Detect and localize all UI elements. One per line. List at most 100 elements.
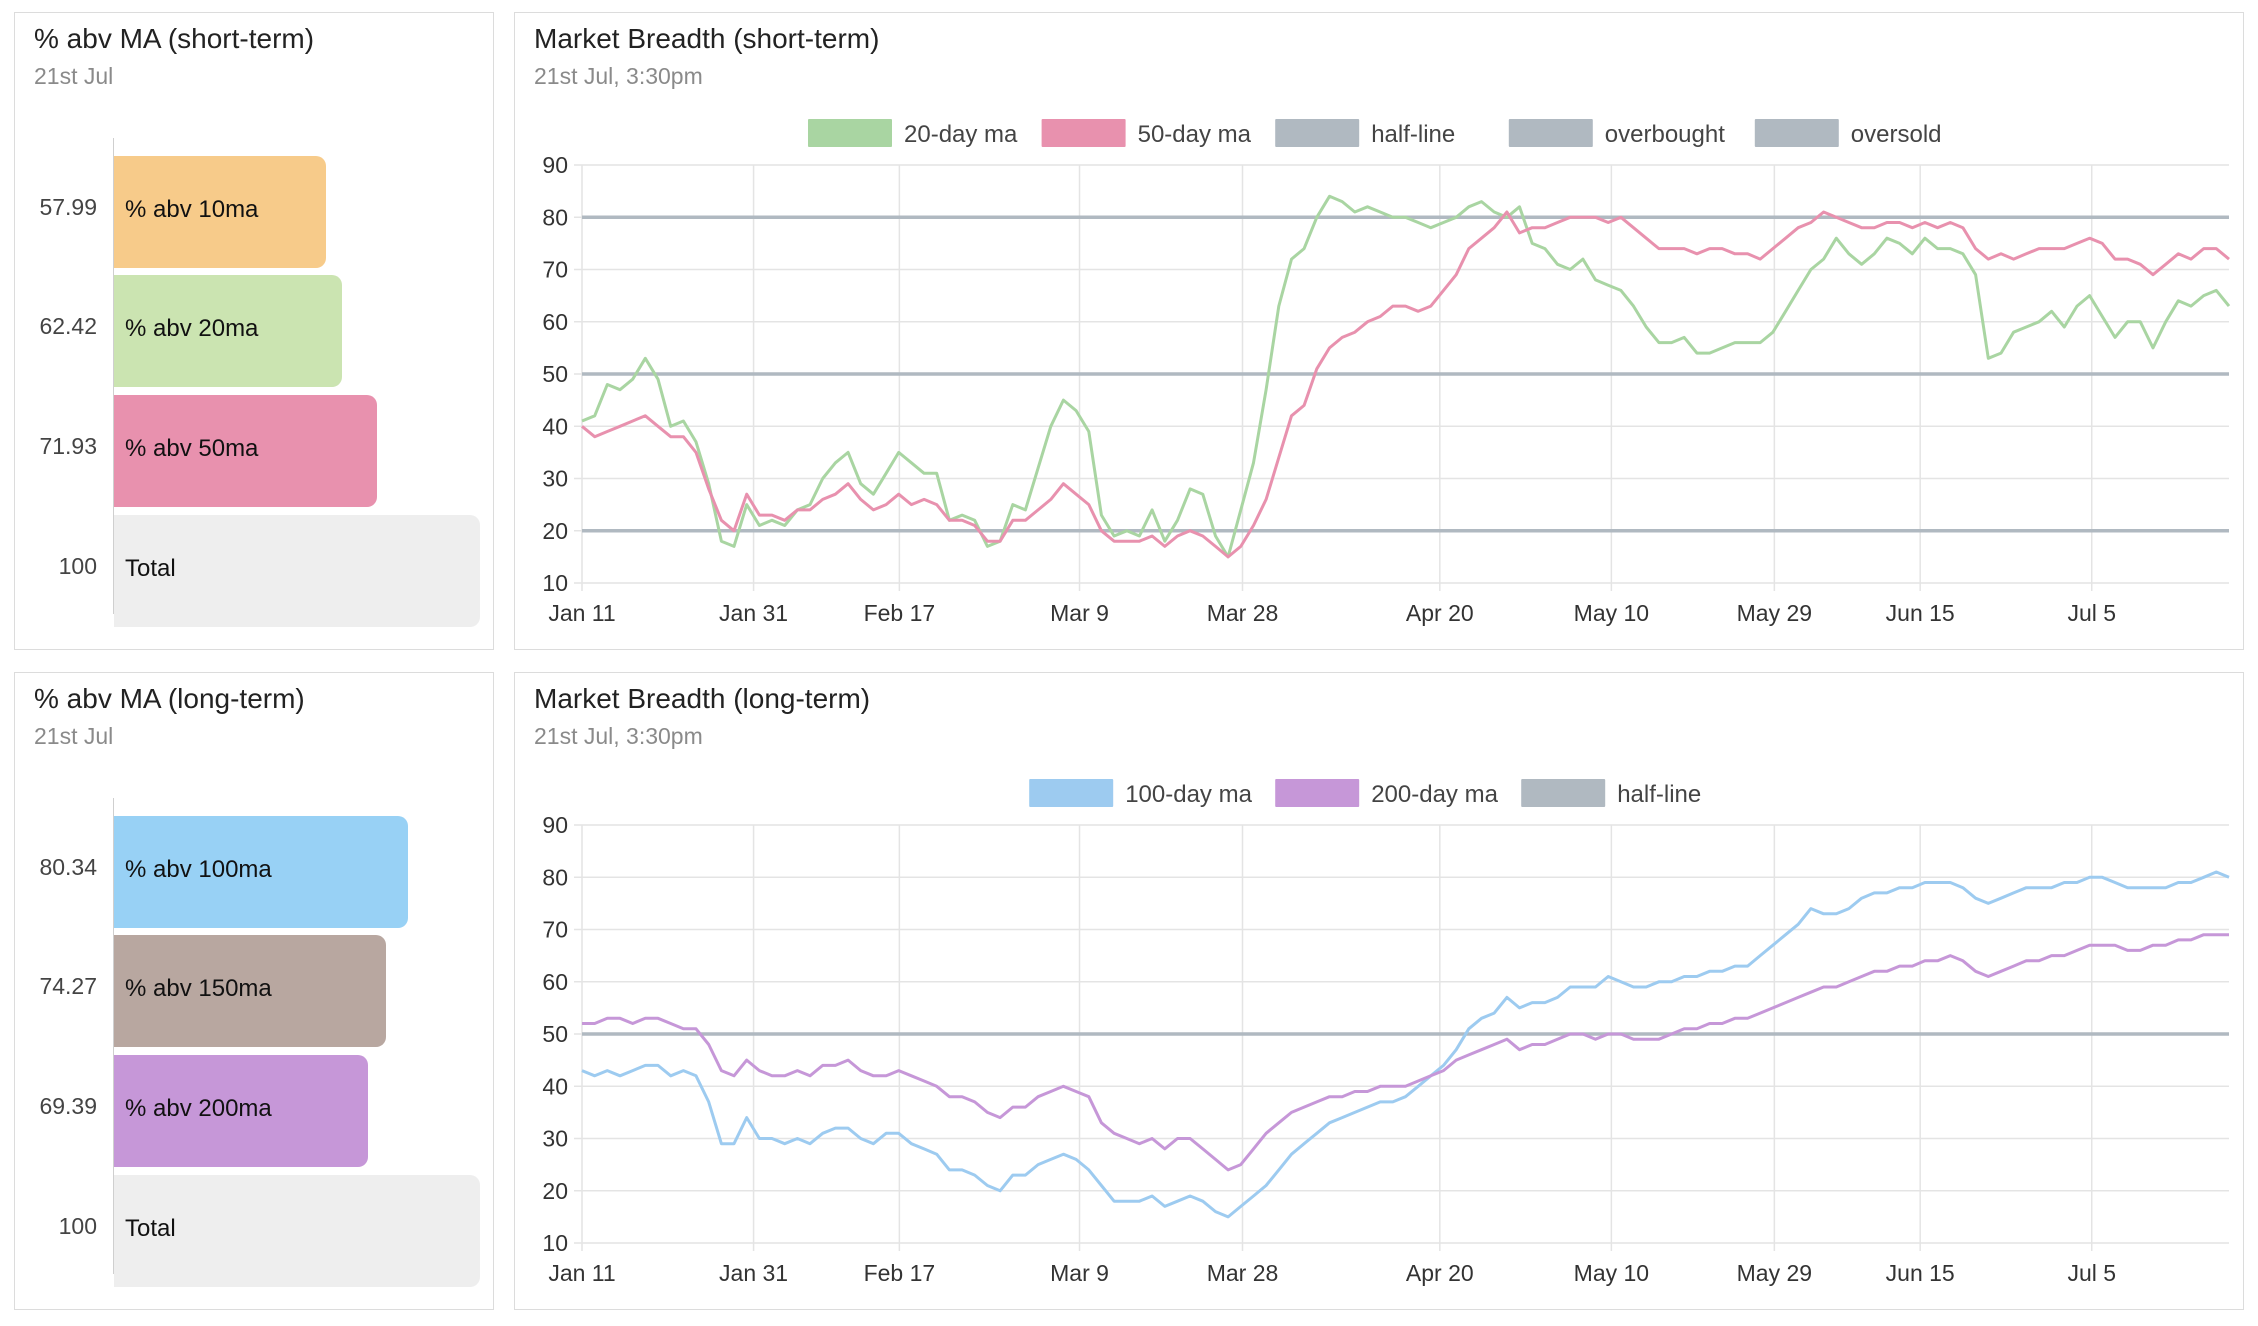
legend-swatch — [1754, 119, 1839, 147]
y-tick-label: 60 — [542, 309, 568, 335]
hbar-chart: 57.99 % abv 10ma 62.42 % abv 20ma 71.93 … — [15, 138, 493, 628]
panel-title: Market Breadth (long-term) — [534, 683, 871, 714]
legend-label: half-line — [1371, 121, 1455, 148]
legend-item: 200-day ma — [1275, 779, 1499, 808]
hbar-axis — [113, 138, 114, 614]
x-tick-label: Mar 9 — [1050, 1260, 1109, 1286]
x-tick-label: Mar 28 — [1207, 600, 1279, 626]
legend-swatch — [1029, 779, 1114, 807]
hbar-row: 57.99 % abv 10ma — [15, 156, 493, 268]
hbar-value: 100 — [58, 1213, 97, 1239]
breadth-long-chart: Jan 11 Jan 31 Feb 17 Mar 9 Mar 28 Apr 20 May 1… — [542, 779, 2230, 1286]
hbar-row: 100 Total — [15, 1175, 493, 1287]
series-line — [582, 933, 2229, 1172]
hbar-row: 69.39 % abv 200ma — [15, 1055, 493, 1167]
breadth-short-chart: Jan 11 Jan 31 Feb 17 Mar 9 Mar 28 Apr 20 May 1… — [542, 119, 2231, 626]
legend-swatch — [1275, 119, 1360, 147]
y-tick-label: 50 — [542, 361, 568, 387]
y-tick-label: 80 — [542, 864, 568, 890]
hbar-chart: 80.34 % abv 100ma 74.27 % abv 150ma 69.3… — [15, 798, 493, 1288]
legend-item: oversold — [1754, 119, 1942, 148]
series-line — [581, 194, 2231, 559]
y-tick-label: 30 — [542, 466, 568, 492]
hbar-value: 80.34 — [39, 854, 97, 880]
x-tick-label: Jan 11 — [548, 600, 615, 626]
hbar[interactable]: % abv 100ma — [114, 816, 409, 928]
x-tick-label: May 10 — [1574, 600, 1649, 626]
legend-item: half-line — [1521, 779, 1701, 808]
legend-label: 20-day ma — [904, 121, 1018, 148]
x-tick-label: Mar 28 — [1207, 1260, 1279, 1286]
hbar-label: % abv 20ma — [125, 315, 259, 342]
x-tick-label: Jan 31 — [719, 600, 788, 626]
hbar[interactable]: % abv 20ma — [114, 275, 343, 387]
y-tick-label: 40 — [542, 413, 568, 439]
y-tick-label: 90 — [542, 152, 568, 178]
y-tick-label: 70 — [542, 917, 568, 943]
y-tick-label: 10 — [542, 1230, 568, 1256]
series-line — [581, 210, 2230, 559]
legend-swatch — [808, 119, 892, 147]
legend-label: oversold — [1851, 121, 1942, 148]
legend-swatch — [1521, 779, 1606, 807]
hbar-label: % abv 150ma — [125, 975, 272, 1002]
legend-label: half-line — [1617, 781, 1701, 808]
panel-subtitle: 21st Jul, 3:30pm — [534, 63, 703, 89]
hbar[interactable]: % abv 150ma — [114, 935, 386, 1047]
legend-item: 20-day ma — [808, 119, 1018, 148]
hbar-value: 69.39 — [39, 1093, 97, 1119]
panel-title: % abv MA (short-term) — [34, 23, 315, 54]
legend-item: overbought — [1508, 119, 1725, 148]
panel-subtitle: 21st Jul — [34, 723, 114, 749]
hbar-value: 57.99 — [39, 194, 97, 220]
x-tick-label: Jun 15 — [1886, 1260, 1955, 1286]
hbar-value: 74.27 — [39, 973, 97, 999]
hbar[interactable]: % abv 50ma — [114, 395, 378, 507]
hbar-row: 74.27 % abv 150ma — [15, 935, 493, 1047]
hbar[interactable]: % abv 200ma — [114, 1055, 368, 1167]
hbar-row: 80.34 % abv 100ma — [15, 816, 493, 928]
x-tick-label: Mar 9 — [1050, 600, 1109, 626]
series-line — [581, 870, 2230, 1219]
hbar-label: % abv 100ma — [125, 856, 272, 883]
y-tick-label: 20 — [542, 1178, 568, 1204]
hbar[interactable]: Total — [114, 1175, 480, 1287]
x-tick-label: May 29 — [1737, 1260, 1812, 1286]
panel-subtitle: 21st Jul, 3:30pm — [534, 723, 703, 749]
breadth-long-panel: Market Breadth (long-term) 21st Jul, 3:3… — [514, 672, 2244, 1310]
x-tick-label: Apr 20 — [1406, 1260, 1474, 1286]
hbar-axis — [113, 798, 114, 1274]
hbar[interactable]: % abv 10ma — [114, 156, 327, 268]
hbar-value: 62.42 — [39, 313, 97, 339]
legend-swatch — [1041, 119, 1126, 147]
x-tick-label: May 29 — [1737, 600, 1812, 626]
y-tick-label: 50 — [542, 1021, 568, 1047]
panel-subtitle: 21st Jul — [34, 63, 114, 89]
hbar-value: 100 — [58, 553, 97, 579]
legend-label: 100-day ma — [1125, 781, 1252, 808]
hbar-label: Total — [125, 555, 176, 582]
panel-title: % abv MA (long-term) — [34, 683, 305, 714]
y-tick-label: 30 — [542, 1126, 568, 1152]
y-tick-label: 90 — [542, 812, 568, 838]
x-tick-label: Jan 11 — [548, 1260, 615, 1286]
hbar-label: % abv 10ma — [125, 196, 259, 223]
hbar-row: 62.42 % abv 20ma — [15, 275, 493, 387]
legend-label: 200-day ma — [1371, 781, 1498, 808]
legend-swatch — [1508, 119, 1593, 147]
legend-label: 50-day ma — [1138, 121, 1252, 148]
panel-title: Market Breadth (short-term) — [534, 23, 880, 54]
legend-swatch — [1275, 779, 1360, 807]
x-tick-label: May 10 — [1574, 1260, 1649, 1286]
x-tick-label: Apr 20 — [1406, 600, 1474, 626]
y-tick-label: 80 — [542, 204, 568, 230]
hbar-label: Total — [125, 1215, 176, 1242]
y-tick-label: 60 — [542, 969, 568, 995]
y-tick-label: 20 — [542, 518, 568, 544]
hbar[interactable]: Total — [114, 515, 480, 627]
hbar-label: % abv 50ma — [125, 435, 259, 462]
pct-short-panel: % abv MA (short-term) 21st Jul 57.99 % a… — [14, 12, 494, 650]
y-tick-label: 10 — [542, 570, 568, 596]
x-tick-label: Feb 17 — [864, 600, 936, 626]
y-tick-label: 40 — [542, 1073, 568, 1099]
